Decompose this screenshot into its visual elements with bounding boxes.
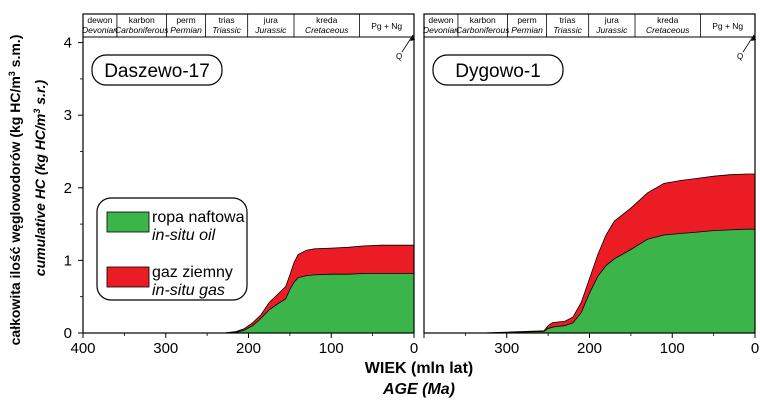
period-label: Pg + Ng xyxy=(712,21,743,31)
period-label: dewon xyxy=(428,15,453,25)
quaternary-pointer xyxy=(401,34,414,53)
y-axis-title-en: cumulative HC (kg HC/m3 s.r.) xyxy=(32,79,48,276)
quaternary-label: Q xyxy=(737,52,743,61)
period-label: dewon xyxy=(87,15,112,25)
legend-swatch xyxy=(106,266,150,288)
x-tick-label: 0 xyxy=(410,340,418,357)
panel-title-box xyxy=(432,54,564,86)
x-axis-title: WIEK (mln lat) xyxy=(365,360,473,377)
legend-label: ropa naftowa xyxy=(152,209,245,226)
y-tick-label: 2 xyxy=(64,180,72,197)
quaternary-pointer xyxy=(742,34,755,53)
period-label: karbon xyxy=(129,15,155,25)
period-label-en: Jurassic xyxy=(595,25,628,35)
y-tick-label: 3 xyxy=(64,107,72,124)
period-label: perm xyxy=(176,15,195,25)
y-tick-label: 1 xyxy=(64,252,72,269)
period-label: jura xyxy=(604,15,619,25)
legend-label-en: in-situ oil xyxy=(152,227,216,244)
quaternary-label: Q xyxy=(396,52,402,61)
period-label-en: Cretaceous xyxy=(646,25,690,35)
period-label-en: Devonian xyxy=(82,25,118,35)
x-tick-label: 0 xyxy=(751,340,759,357)
x-tick-label: 300 xyxy=(494,340,519,357)
period-label: karbon xyxy=(470,15,496,25)
x-tick-label: 200 xyxy=(236,340,261,357)
period-label: perm xyxy=(517,15,536,25)
panel-title: Dygowo-1 xyxy=(455,61,541,82)
period-label-en: Permian xyxy=(170,25,202,35)
period-label: trias xyxy=(560,15,576,25)
x-tick-label: 300 xyxy=(153,340,178,357)
panel-title-box xyxy=(91,54,223,86)
oil-area xyxy=(424,228,756,334)
y-tick-label: 4 xyxy=(64,35,72,52)
period-label-en: Devonian xyxy=(423,25,459,35)
period-label-en: Carboniferous xyxy=(456,25,510,35)
period-label: kreda xyxy=(657,15,679,25)
period-label: trias xyxy=(219,15,235,25)
y-tick-label: 0 xyxy=(64,325,72,342)
period-label-en: Jurassic xyxy=(254,25,287,35)
panel-title: Daszewo-17 xyxy=(104,61,210,82)
y-axis-title: całkowita ilość węglowodorów (kg HC/m3 s… xyxy=(7,35,23,346)
period-label: Pg + Ng xyxy=(371,21,402,31)
legend-swatch xyxy=(106,211,150,233)
period-label-en: Cretaceous xyxy=(305,25,349,35)
oil-area xyxy=(83,273,415,334)
period-label-en: Triassic xyxy=(212,25,241,35)
period-label: jura xyxy=(263,15,278,25)
quaternary-arrowhead xyxy=(751,35,756,41)
x-tick-label: 100 xyxy=(660,340,685,357)
legend-label: gaz ziemny xyxy=(152,264,233,281)
period-label-en: Carboniferous xyxy=(115,25,169,35)
y-axis: 0 1 2 3 4 całkowita ilość węglowodorów (kg HC… xyxy=(7,35,83,346)
period-label-en: Triassic xyxy=(553,25,582,35)
x-tick-label: 200 xyxy=(577,340,602,357)
period-label: kreda xyxy=(316,15,338,25)
x-axis-title-en: AGE (Ma) xyxy=(382,381,455,398)
x-tick-label: 100 xyxy=(319,340,344,357)
period-label-en: Permian xyxy=(511,25,543,35)
x-axis: WIEK (mln lat) AGE (Ma) xyxy=(365,360,473,398)
legend-label-en: in-situ gas xyxy=(152,282,225,299)
quaternary-arrowhead xyxy=(410,35,415,41)
x-tick-label: 400 xyxy=(70,340,95,357)
